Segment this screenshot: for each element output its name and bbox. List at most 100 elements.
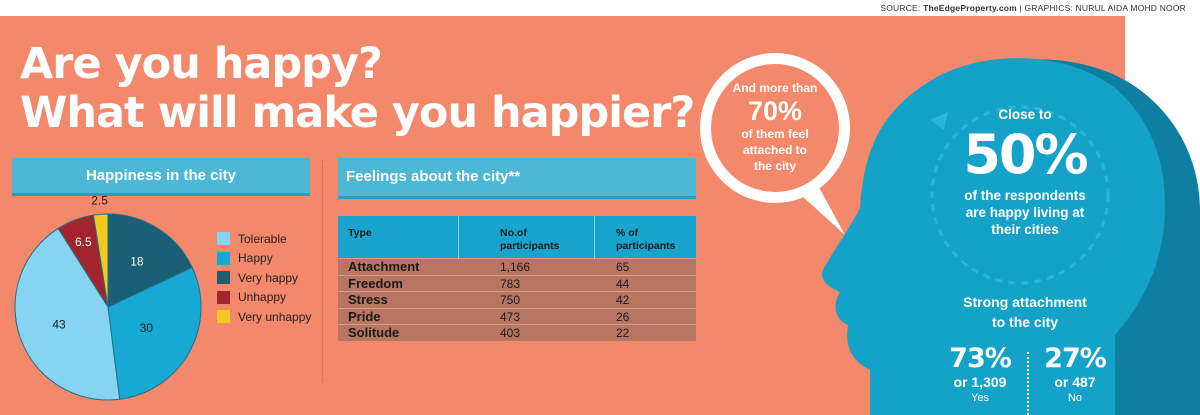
bubble-stat: 70%: [747, 96, 803, 126]
pie-value-label: 43: [52, 318, 66, 332]
cell-type: Stress: [348, 292, 388, 308]
head-dashed-ring: [930, 105, 1110, 285]
legend-item: Unhappy: [217, 288, 311, 308]
bubble-inner: [711, 64, 839, 192]
cell-percent: 44: [616, 276, 630, 291]
legend-item: Tolerable: [217, 229, 311, 249]
attachment-title: Strong attachment to the city: [940, 292, 1110, 332]
cell-type: Freedom: [348, 275, 403, 291]
cell-percent: 65: [616, 260, 630, 274]
no-percent: 27%: [1044, 343, 1107, 374]
cell-count: 473: [500, 309, 521, 324]
header-divider: [594, 216, 595, 258]
pie-slice-happy: [107, 266, 202, 400]
legend-item: Very unhappy: [217, 307, 311, 327]
graphics-credit: | GRAPHICS: NURUL AIDA MOHD NOOR: [1016, 3, 1186, 13]
headline-line2: What will make you happier?: [20, 88, 695, 138]
legend-swatch: [217, 251, 230, 265]
stat-divider: [1027, 352, 1029, 415]
happy-stat-text: Close to 50% of the respondents are happ…: [940, 106, 1110, 238]
cell-type: Solitude: [348, 325, 400, 341]
source-credit: SOURCE: TheEdgeProperty.com | GRAPHICS: …: [880, 3, 1186, 13]
legend-swatch: [217, 271, 230, 285]
head-shape: [821, 58, 1165, 415]
pie-slice-very-happy: [107, 213, 193, 308]
section-divider: [322, 160, 323, 382]
attachment-title-line2: to the city: [991, 314, 1059, 330]
cell-type: Pride: [348, 308, 381, 324]
legend-swatch: [217, 290, 230, 304]
cell-count: 783: [500, 276, 521, 291]
attachment-title-line1: Strong attachment: [963, 294, 1087, 310]
table-header: Type No.of participants % of participants: [338, 216, 696, 258]
header-percent-line2: participants: [616, 240, 676, 252]
legend-label: Unhappy: [238, 290, 287, 305]
cell-type: Attachment: [348, 259, 420, 274]
headline-line1: Are you happy?: [20, 39, 383, 89]
bubble-text: And more than 70% of them feel attached …: [725, 80, 825, 174]
pie-value-label: 30: [140, 321, 154, 335]
legend-swatch: [217, 310, 230, 324]
legend-item: Happy: [217, 249, 311, 269]
cell-percent: 22: [616, 326, 630, 341]
legend-label: Very happy: [238, 270, 299, 285]
header-type: Type: [348, 227, 372, 239]
pie-legend: Tolerable Happy Very happy Unhappy Very unha…: [217, 229, 311, 327]
header-count: No.of participants: [500, 227, 560, 253]
happy-stat: 50%: [963, 123, 1088, 186]
feelings-section-title: Feelings about the city**: [338, 158, 696, 199]
source-name: TheEdgeProperty.com: [923, 3, 1017, 13]
attachment-yes-stat: 73% or 1,309 Yes: [940, 344, 1020, 405]
table-row: Freedom 783 44: [338, 274, 696, 292]
table-body: Attachment 1,166 65 Freedom 783 44 Stress 750 42…: [338, 258, 696, 341]
legend-item: Very happy: [217, 268, 311, 288]
pie-slice-very-unhappy: [92, 213, 109, 308]
happy-line1: Close to: [998, 107, 1052, 122]
table-footer: [338, 340, 696, 348]
feelings-table: Type No.of participants % of participants …: [338, 216, 696, 348]
attachment-no-stat: 27% or 487 No: [1035, 344, 1115, 405]
header-count-line1: No.of: [500, 227, 527, 239]
pie-slice-tolerable: [14, 227, 121, 401]
bubble-line4: the city: [753, 159, 796, 173]
header-percent-line1: % of: [616, 227, 639, 239]
yes-percent: 73%: [949, 343, 1012, 374]
pie-value-label: 18: [130, 255, 144, 269]
yes-count: or 1,309: [953, 374, 1007, 390]
header-divider: [458, 216, 459, 258]
pie-value-label: 2.5: [91, 193, 108, 207]
bubble-line3: attached to: [742, 143, 807, 157]
header-count-line2: participants: [500, 240, 560, 252]
bubble-line2: of them feel: [741, 127, 809, 141]
legend-label: Happy: [238, 251, 273, 266]
cell-percent: 42: [616, 293, 630, 308]
source-prefix: SOURCE:: [880, 3, 924, 13]
cell-count: 1,166: [500, 260, 531, 274]
pie-value-label: 6.5: [75, 235, 92, 249]
cell-percent: 26: [616, 309, 630, 324]
happy-line2: of the respondents: [964, 188, 1086, 203]
legend-swatch: [217, 232, 230, 246]
headline: Are you happy? What will make you happie…: [20, 39, 695, 138]
bubble-line1: And more than: [732, 81, 818, 95]
table-row: Attachment 1,166 65: [338, 258, 696, 275]
yes-label: Yes: [971, 392, 989, 404]
table-row: Pride 473 26: [338, 307, 696, 325]
pie-section-title: Happiness in the city: [12, 158, 310, 196]
happy-line3: are happy living at: [965, 205, 1085, 220]
cell-count: 403: [500, 326, 521, 341]
no-label: No: [1067, 392, 1083, 404]
legend-label: Very unhappy: [238, 309, 312, 324]
happy-line4: their cities: [991, 222, 1059, 237]
header-percent: % of participants: [616, 227, 676, 253]
legend-label: Tolerable: [238, 231, 287, 246]
table-row: Stress 750 42: [338, 291, 696, 308]
cell-count: 750: [500, 293, 521, 308]
ring-arrow-icon: [930, 112, 948, 130]
no-count: or 487: [1054, 374, 1096, 390]
table-row: Solitude 403 22: [338, 324, 696, 341]
